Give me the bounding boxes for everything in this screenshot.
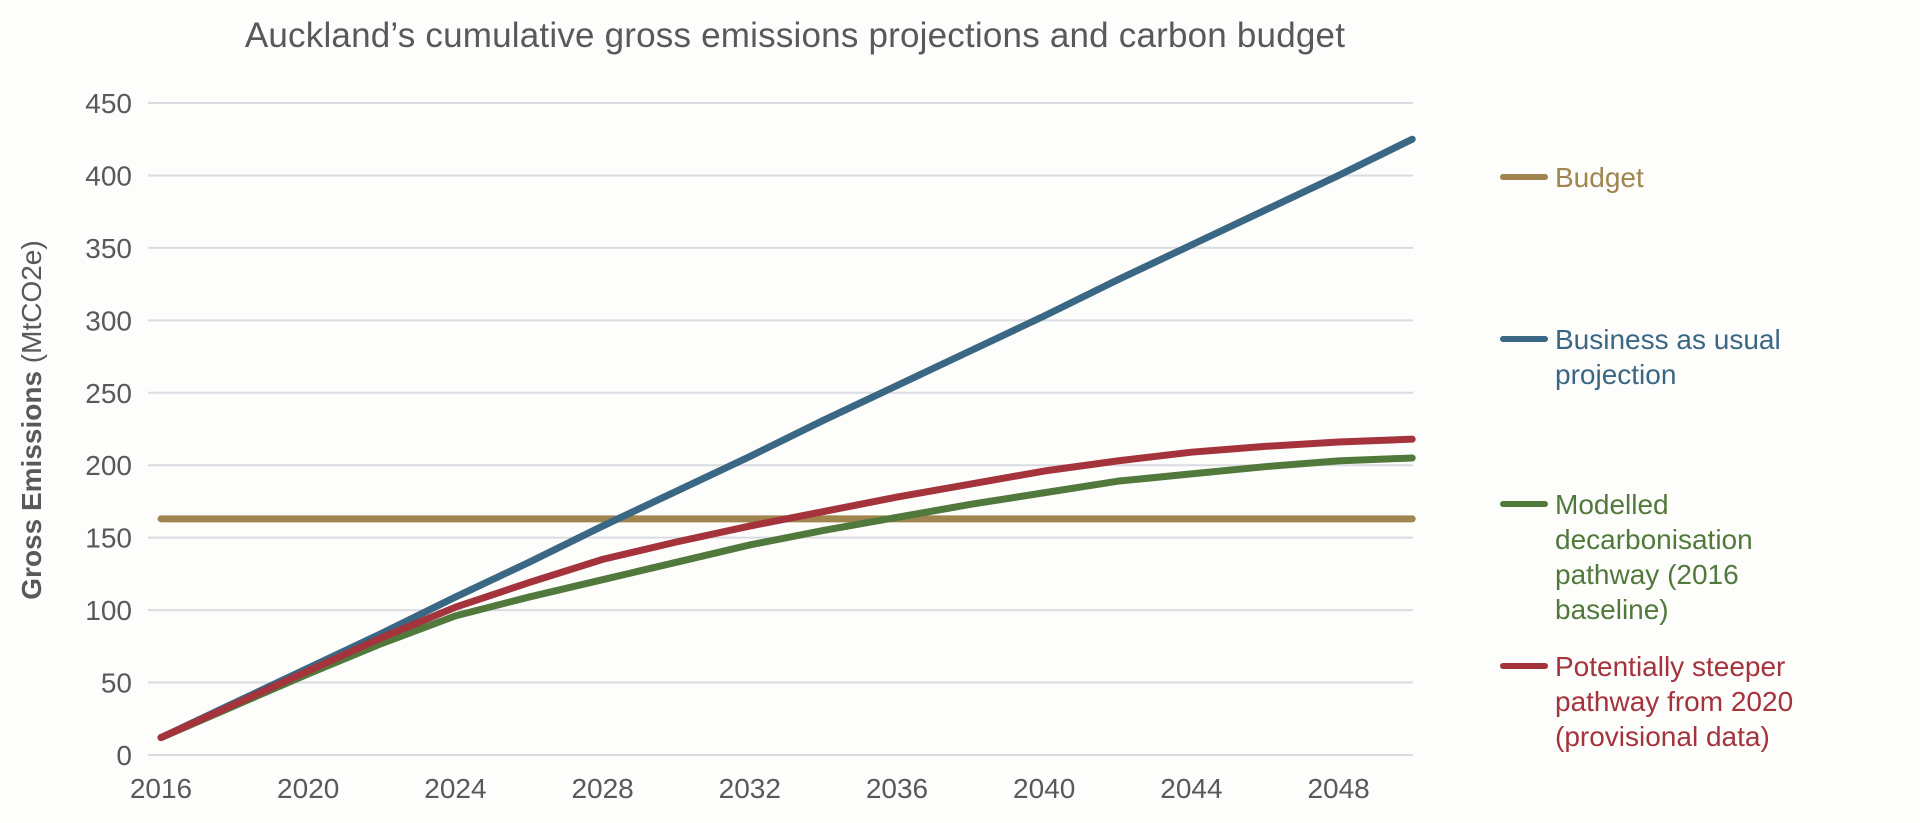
x-tick-label-2032: 2032 [719,773,781,804]
legend-item-business-as-usual: Business as usual projection [1500,322,1810,392]
series-line-bau [157,135,1416,742]
y-tick-label-50: 50 [101,668,132,699]
x-tick-label-2048: 2048 [1307,773,1369,804]
y-tick-label-200: 200 [85,450,132,481]
y-tick-label-400: 400 [85,160,132,191]
bau-line-swatch-icon [1500,336,1548,342]
legend-label-budget: Budget [1555,162,1644,193]
legend-item-steeper-pathway: Potentially steeper pathway from 2020 (p… [1500,649,1810,754]
x-tick-label-2028: 2028 [571,773,633,804]
modelled-line-swatch-icon [1500,501,1548,507]
x-tick-label-2016: 2016 [130,773,192,804]
y-tick-label-0: 0 [116,740,132,771]
legend-label-business-as-usual: Business as usual projection [1555,324,1781,390]
y-tick-label-250: 250 [85,378,132,409]
series-line-modelled [157,454,1416,742]
x-tick-label-2020: 2020 [277,773,339,804]
steeper-line-swatch-icon [1500,663,1548,669]
y-tick-label-100: 100 [85,595,132,626]
legend-item-budget: Budget [1500,160,1810,195]
y-tick-label-150: 150 [85,523,132,554]
legend-label-modelled-pathway: Modelled decarbonisation pathway (2016 b… [1555,489,1753,625]
chart-title: Auckland’s cumulative gross emissions pr… [244,16,1346,55]
legend-item-modelled-pathway: Modelled decarbonisation pathway (2016 b… [1500,487,1810,627]
y-tick-label-450: 450 [85,88,132,119]
x-tick-label-2036: 2036 [866,773,928,804]
x-tick-label-2040: 2040 [1013,773,1075,804]
x-tick-label-2024: 2024 [424,773,486,804]
series-line-steeper [157,435,1416,742]
x-tick-label-2044: 2044 [1160,773,1222,804]
budget-line-swatch-icon [1500,174,1548,180]
y-tick-label-350: 350 [85,233,132,264]
y-tick-label-300: 300 [85,305,132,336]
legend-label-steeper-pathway: Potentially steeper pathway from 2020 (p… [1555,651,1794,752]
